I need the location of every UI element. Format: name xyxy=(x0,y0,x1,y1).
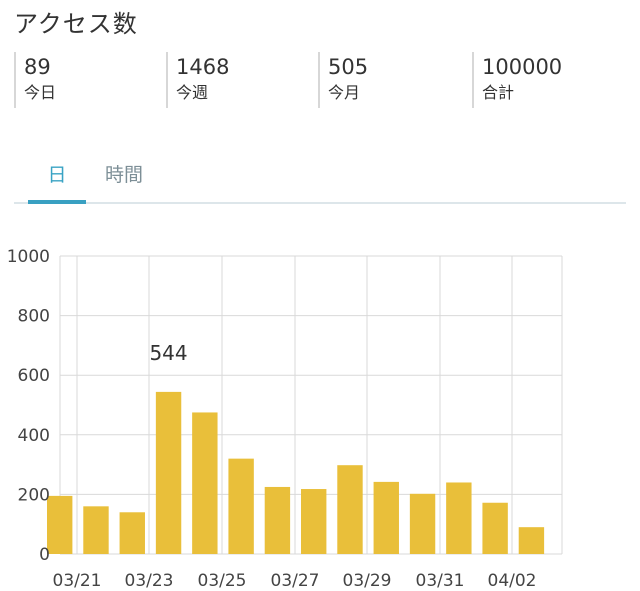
bar-03-25[interactable] xyxy=(192,412,218,554)
bar-03-21[interactable] xyxy=(47,495,73,554)
x-tick-label: 03/25 xyxy=(198,571,247,591)
stat-label: 今日 xyxy=(24,83,57,102)
bar-03-24[interactable] xyxy=(155,391,182,554)
bar-04-01[interactable] xyxy=(446,482,472,554)
y-tick-label: 200 xyxy=(18,485,50,505)
x-tick-label: 03/23 xyxy=(125,571,174,591)
stat-value: 100000 xyxy=(482,55,563,79)
x-tick-label: 03/29 xyxy=(343,571,392,591)
bar-04-03[interactable] xyxy=(518,527,545,554)
stat-value: 505 xyxy=(328,55,369,79)
access-bar-chart: 0 200 400 600 800 1000 03/21 03/23 03/25 03/27 03/… xyxy=(7,247,563,591)
y-tick-label: 400 xyxy=(18,426,50,446)
stat-total: 100000 合計 xyxy=(472,52,622,108)
x-tick-label: 04/02 xyxy=(488,571,537,591)
bar-03-26[interactable] xyxy=(228,458,254,554)
active-tab-indicator xyxy=(28,200,86,204)
stat-label: 合計 xyxy=(482,83,515,102)
bar-03-30[interactable] xyxy=(373,481,399,554)
stat-value: 89 xyxy=(24,55,51,79)
bar-03-28[interactable] xyxy=(301,489,327,554)
bar-04-02[interactable] xyxy=(482,502,508,554)
bar-03-29[interactable] xyxy=(337,465,363,554)
tabs-divider xyxy=(14,202,626,204)
y-tick-label: 600 xyxy=(18,366,50,386)
bar-03-23[interactable] xyxy=(119,512,145,554)
stat-label: 今週 xyxy=(176,83,209,102)
y-tick-label: 800 xyxy=(18,307,50,327)
tab-hour[interactable]: 時間 xyxy=(104,164,143,186)
chart-grid xyxy=(59,255,563,555)
chart-bars xyxy=(47,391,545,554)
bar-03-27[interactable] xyxy=(264,486,291,554)
bar-03-22[interactable] xyxy=(83,506,109,554)
x-tick-label: 03/21 xyxy=(53,571,102,591)
tab-bar: 日 時間 xyxy=(14,150,626,206)
bar-03-31[interactable] xyxy=(409,493,436,554)
stats-bar: 89 今日 1468 今週 505 今月 100000 合計 xyxy=(14,52,626,110)
x-tick-label: 03/27 xyxy=(271,571,320,591)
data-label: 544 xyxy=(149,341,187,365)
x-tick-label: 03/31 xyxy=(416,571,465,591)
stat-week: 1468 今週 xyxy=(166,52,306,108)
y-tick-label: 1000 xyxy=(7,247,50,267)
chart-labels: 0 200 400 600 800 1000 03/21 03/23 03/25 03/27 03/… xyxy=(7,247,537,591)
stat-month: 505 今月 xyxy=(318,52,458,108)
y-tick-label: 0 xyxy=(39,545,50,565)
stat-label: 今月 xyxy=(328,83,361,102)
page-title: アクセス数 xyxy=(14,10,138,38)
tab-day[interactable]: 日 xyxy=(47,164,67,186)
stat-today: 89 今日 xyxy=(14,52,154,108)
stat-value: 1468 xyxy=(176,55,230,79)
